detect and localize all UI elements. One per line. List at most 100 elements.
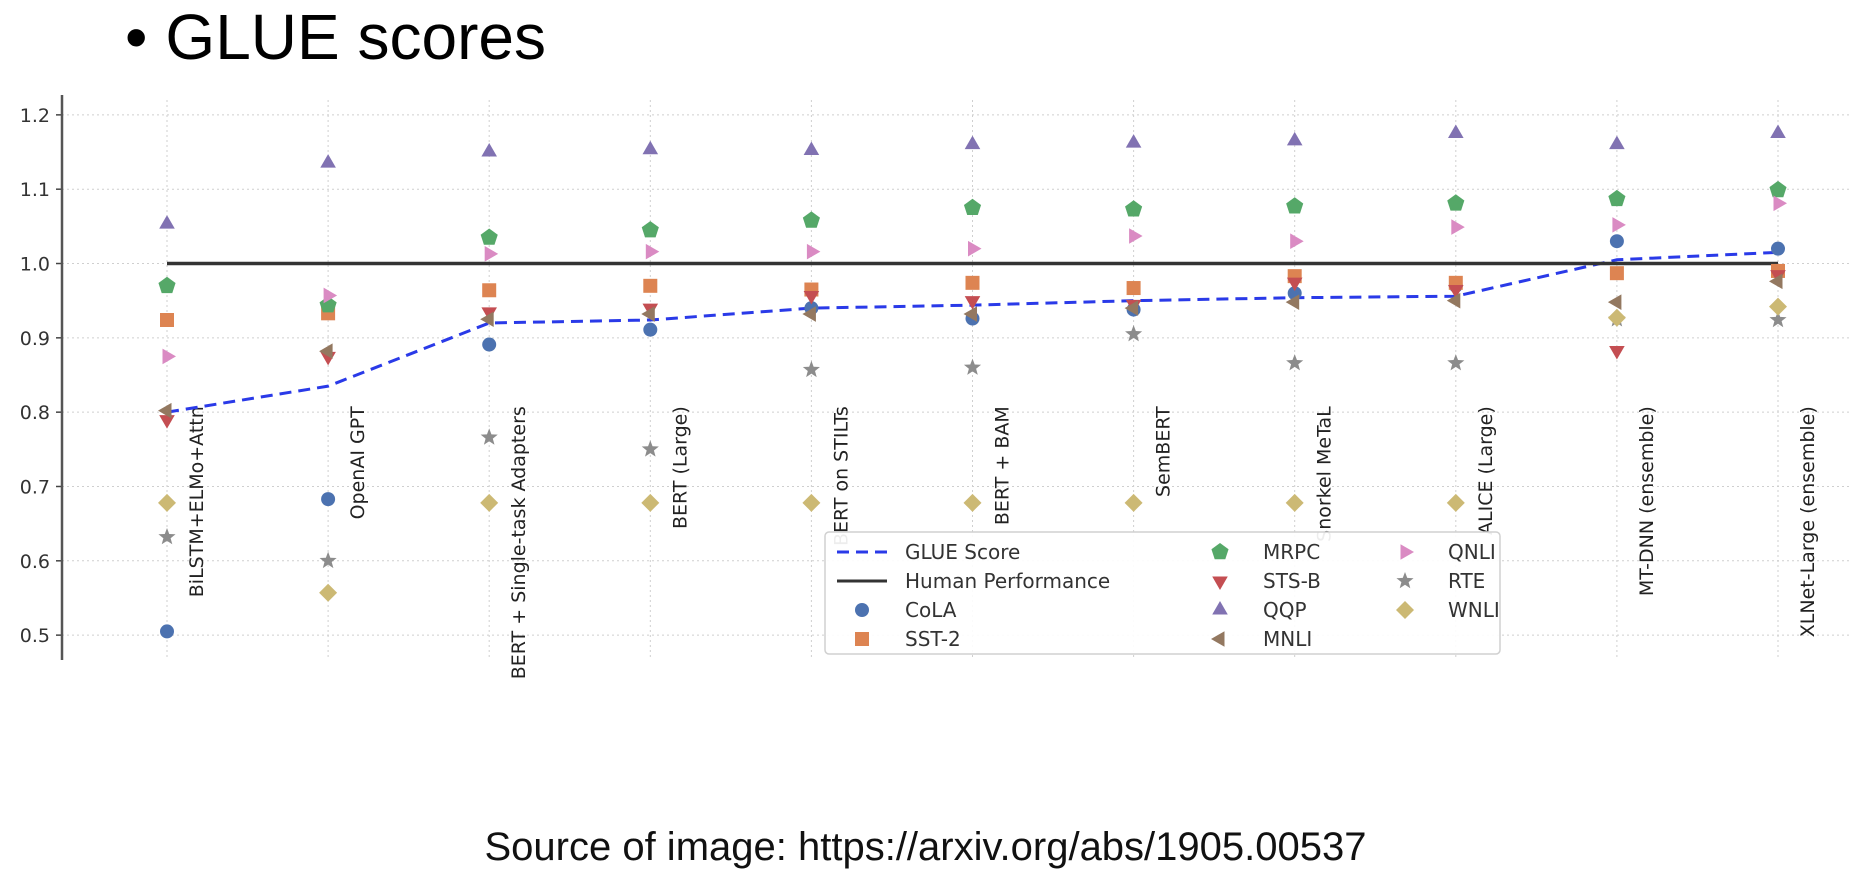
axis-layer: 0.5 0.6 0.7 0.8 0.9 1.0 1.1 1.2 xyxy=(20,95,64,660)
rte-point xyxy=(1125,325,1143,342)
qnli-point xyxy=(806,243,821,260)
mnli-point xyxy=(480,311,494,328)
sts-b-point xyxy=(1448,285,1464,299)
wnli-point xyxy=(802,493,821,512)
model-label: Snorkel MeTaL xyxy=(1314,406,1336,542)
mrpc-point xyxy=(1286,197,1304,214)
legend-label-sts-b: STS-B xyxy=(1263,569,1321,593)
qqp-point xyxy=(1609,135,1625,150)
glue-scores-chart: 0.5 0.6 0.7 0.8 0.9 1.0 1.1 1.2 BiLSTM+ELMo+Att… xyxy=(20,95,1851,679)
legend-swatch-sst-2 xyxy=(855,632,869,646)
legend-label-glue-score: GLUE Score xyxy=(905,540,1020,564)
qnli-point xyxy=(484,246,499,262)
mnli-point xyxy=(802,306,816,322)
rte-point xyxy=(480,428,498,445)
rte-point xyxy=(802,360,820,378)
y-tick-label: 0.8 xyxy=(20,402,50,424)
model-label: MT-DNN (ensemble) xyxy=(1636,406,1658,596)
cola-point xyxy=(482,337,497,352)
legend: GLUE Score Human Performance CoLA SST-2 MRPC… xyxy=(824,531,1501,655)
legend-swatch-sts-b xyxy=(1212,576,1228,590)
y-tick-label: 1.2 xyxy=(20,105,50,127)
sts-b-point xyxy=(803,290,820,305)
legend-swatch-wnli xyxy=(1396,601,1414,619)
model-label: BERT + Single-task Adapters xyxy=(508,406,530,679)
mrpc-point xyxy=(1769,180,1787,198)
mrpc-point xyxy=(158,276,176,294)
wnli-point xyxy=(319,583,338,602)
mrpc-point xyxy=(641,221,659,238)
cola-point xyxy=(160,624,174,639)
cola-point xyxy=(1771,241,1785,256)
legend-label-human-performance: Human Performance xyxy=(905,569,1110,593)
legend-label-mrpc: MRPC xyxy=(1263,540,1320,564)
qnli-point xyxy=(1773,195,1787,212)
marker-layer xyxy=(158,124,1787,639)
model-label: BERT + BAM xyxy=(992,406,1014,525)
model-label: OpenAI GPT xyxy=(347,406,369,520)
qnli-point xyxy=(968,240,982,257)
mnli-point xyxy=(1446,292,1461,309)
mrpc-point xyxy=(963,198,982,216)
wnli-point xyxy=(158,493,176,512)
mrpc-point xyxy=(1447,194,1465,211)
rte-point xyxy=(1447,354,1465,371)
y-tick-label: 0.6 xyxy=(20,551,50,573)
mnli-point xyxy=(1285,294,1300,310)
qqp-point xyxy=(320,154,336,168)
wnli-point xyxy=(1607,308,1626,327)
qqp-point xyxy=(964,135,981,150)
legend-swatch-qnli xyxy=(1400,544,1414,560)
rte-point xyxy=(963,358,982,375)
legend-label-rte: RTE xyxy=(1448,569,1485,593)
sts-b-point xyxy=(964,296,981,310)
model-label: BiLSTM+ELMo+Attn xyxy=(186,406,208,597)
wnli-point xyxy=(641,493,660,512)
y-tick-label: 0.5 xyxy=(20,625,50,647)
y-tick-label: 1.0 xyxy=(20,254,50,276)
model-label: SemBERT xyxy=(1153,406,1175,497)
qqp-point xyxy=(1286,131,1303,146)
legend-swatch-rte xyxy=(1396,572,1414,589)
sts-b-point xyxy=(1286,277,1303,292)
cola-point xyxy=(321,492,336,507)
legend-swatch-cola xyxy=(855,603,869,617)
mnli-point xyxy=(319,343,333,360)
sst-2-point xyxy=(482,283,497,298)
qnli-point xyxy=(162,348,176,365)
mnli-point xyxy=(641,306,655,322)
mnli-point xyxy=(1769,273,1783,290)
qqp-point xyxy=(1770,124,1786,138)
sts-b-point xyxy=(1609,345,1625,360)
qnli-point xyxy=(323,287,338,304)
cola-point xyxy=(643,322,658,337)
sst-2-point xyxy=(643,278,658,293)
wnli-point xyxy=(1769,297,1787,316)
cola-point xyxy=(1609,234,1624,249)
model-label: BERT (Large) xyxy=(669,406,691,529)
mnli-point xyxy=(158,402,172,419)
model-label: XLNet-Large (ensemble) xyxy=(1797,406,1819,637)
legend-label-qqp: QQP xyxy=(1263,598,1307,622)
legend-swatch-mrpc xyxy=(1211,543,1229,560)
mrpc-point xyxy=(802,211,820,228)
rte-point xyxy=(1769,311,1787,328)
wnli-point xyxy=(1285,493,1304,512)
sst-2-point xyxy=(965,275,980,290)
legend-swatch-qqp xyxy=(1212,601,1228,615)
mrpc-point xyxy=(480,228,498,245)
rte-point xyxy=(319,551,337,569)
image-source-caption: Source of image: https://arxiv.org/abs/1… xyxy=(484,825,1367,869)
qqp-point xyxy=(159,215,175,229)
sst-2-point xyxy=(1609,266,1624,281)
wnli-point xyxy=(963,493,982,512)
legend-swatch-mnli xyxy=(1211,631,1225,647)
qqp-point xyxy=(803,141,820,156)
wnli-point xyxy=(1446,493,1465,512)
qnli-point xyxy=(645,243,660,260)
model-label-layer: BiLSTM+ELMo+Attn OpenAI GPT BERT + Single-… xyxy=(186,406,1819,679)
rte-point xyxy=(1286,354,1304,371)
legend-label-mnli: MNLI xyxy=(1263,627,1312,651)
qqp-point xyxy=(1125,134,1142,148)
wnli-point xyxy=(1124,493,1143,512)
